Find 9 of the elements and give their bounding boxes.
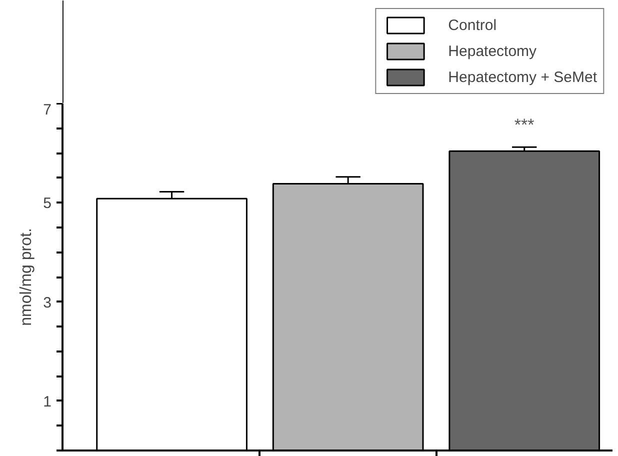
y-tick-label: 1: [43, 393, 52, 410]
annotation: ***: [514, 116, 535, 135]
y-tick-label: 3: [43, 294, 52, 312]
y-tick-label: 7: [43, 102, 52, 118]
legend-label: Control: [448, 16, 497, 35]
y-axis-title: nmol/mg prot.: [18, 228, 36, 326]
legend-label: Hepatectomy: [448, 42, 537, 61]
legend-label: Hepatectomy + SeMet: [448, 68, 597, 87]
y-tick-label: 5: [43, 195, 52, 212]
